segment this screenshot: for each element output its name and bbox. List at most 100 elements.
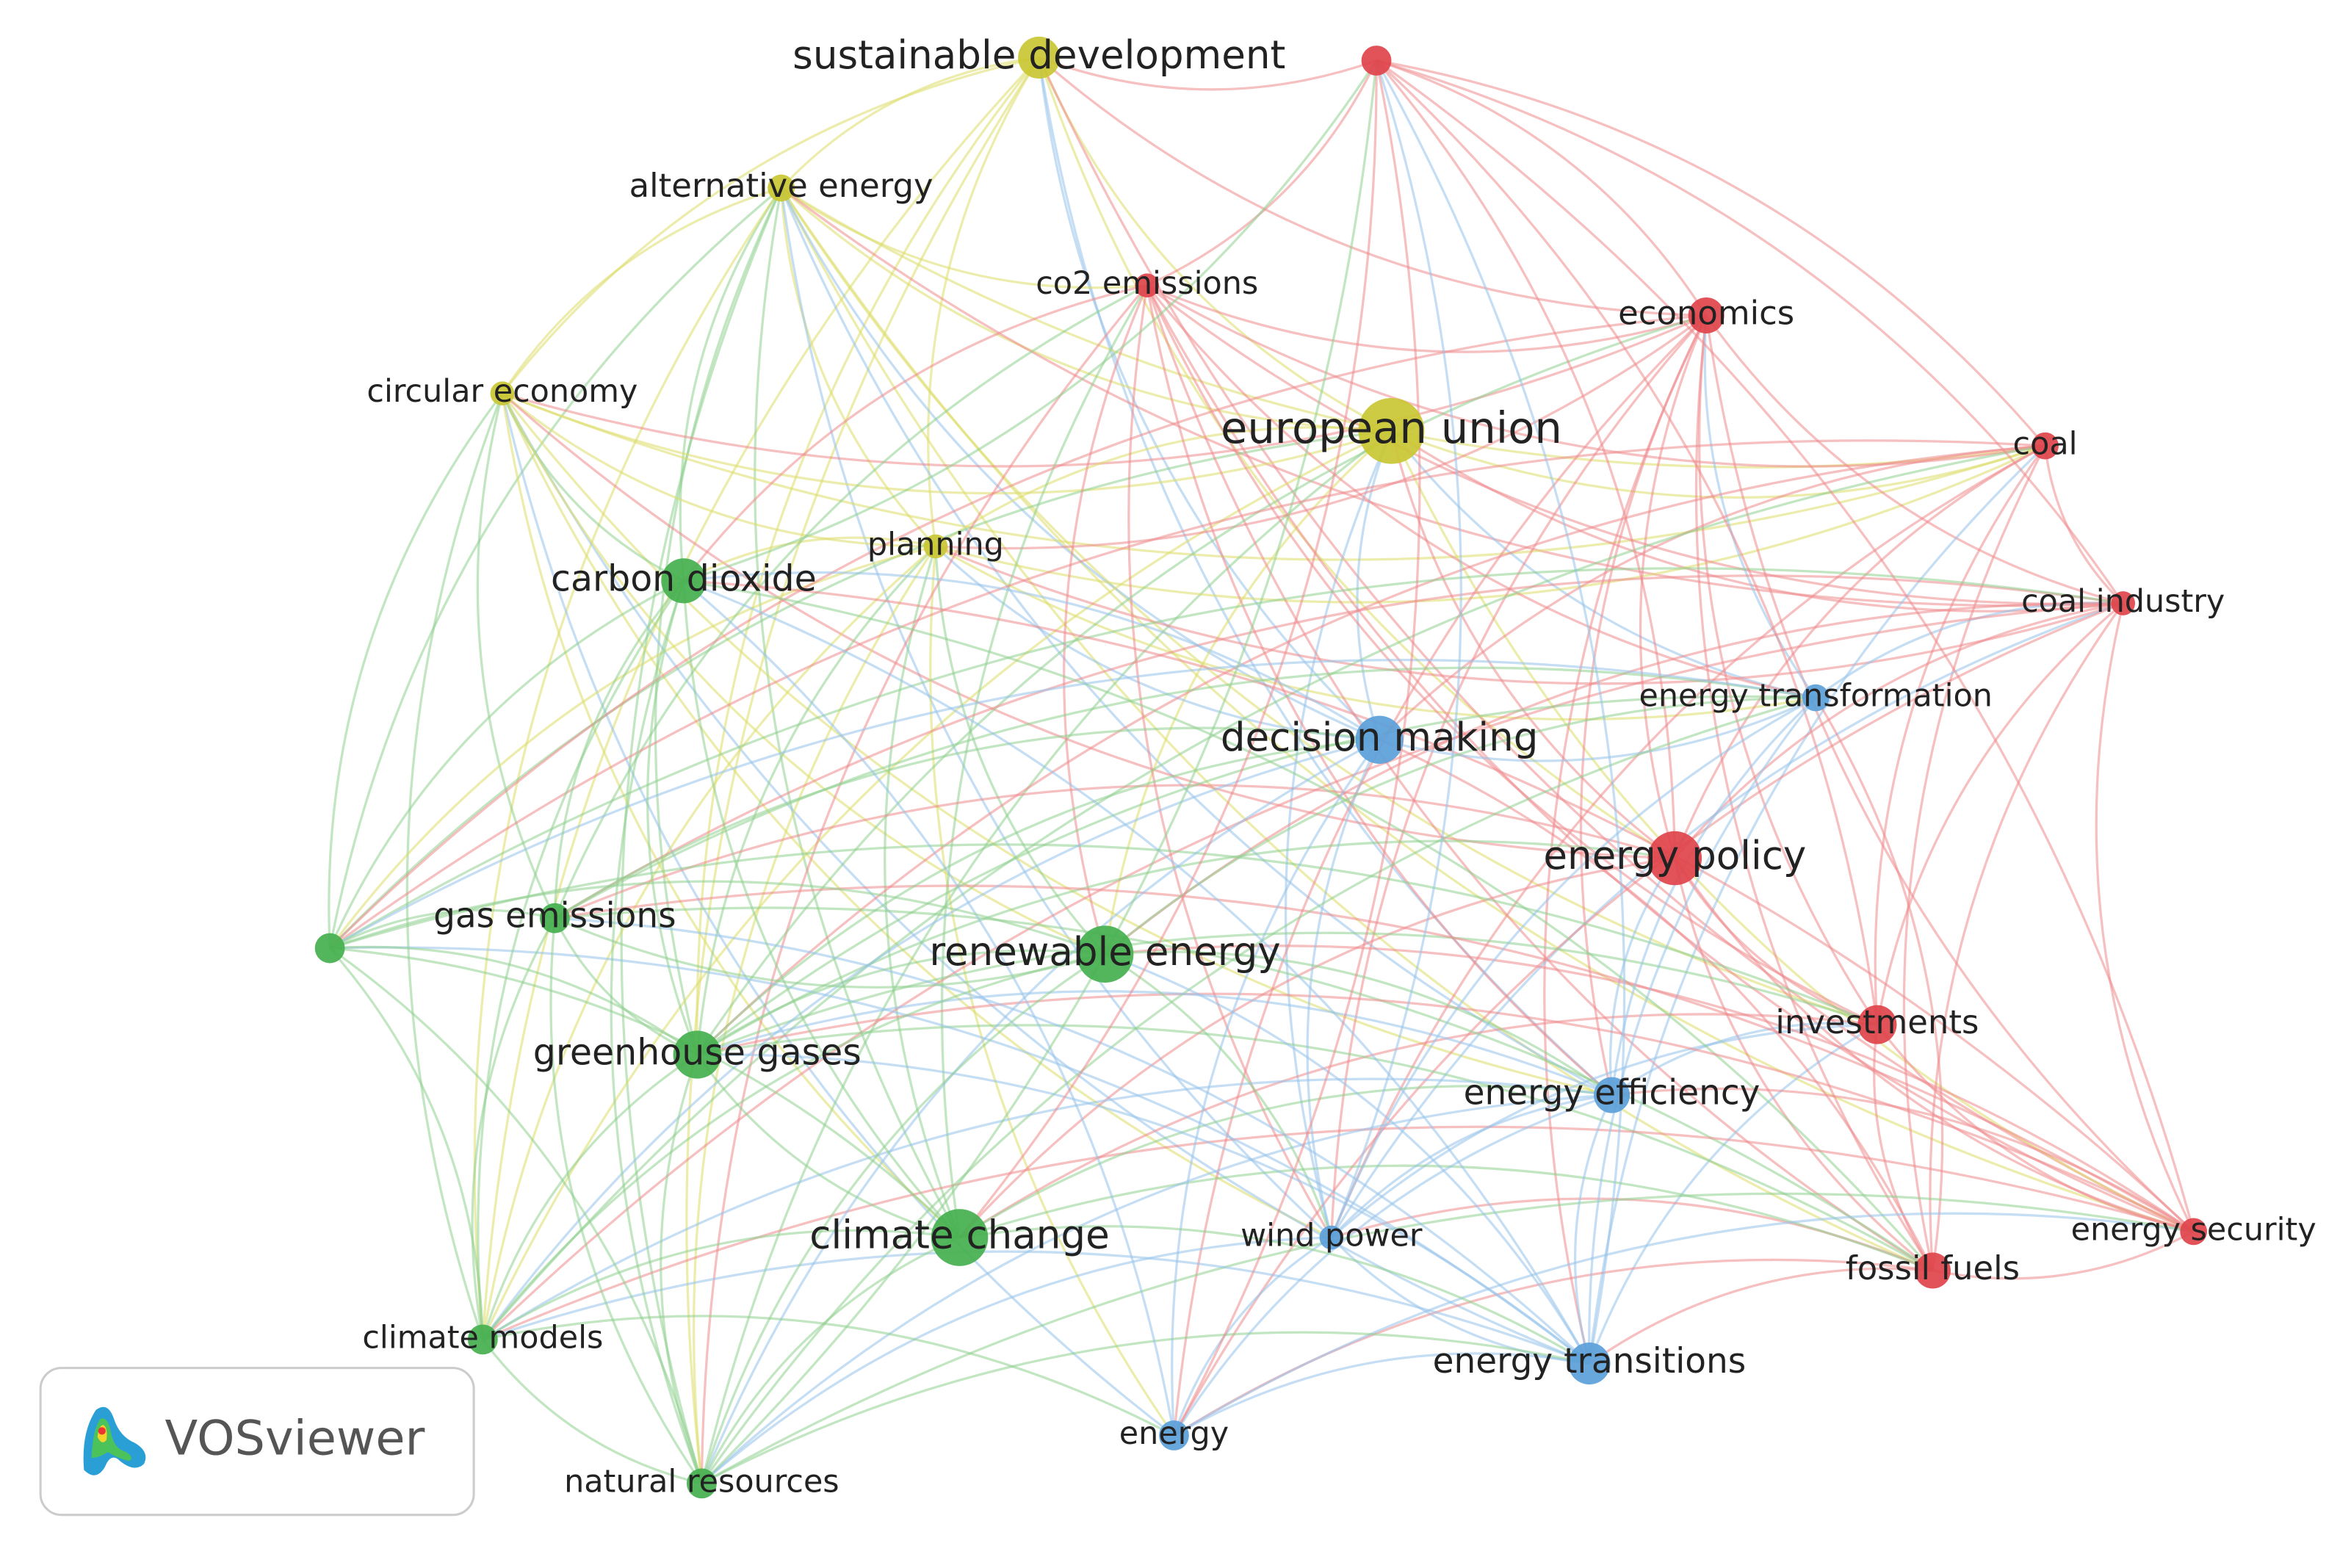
edge xyxy=(1390,430,2046,499)
edge xyxy=(701,1192,2194,1485)
edge xyxy=(646,580,698,1055)
node xyxy=(1647,831,1702,886)
node xyxy=(467,1324,498,1355)
node xyxy=(539,903,570,933)
node-label: co2 emissions xyxy=(1036,265,1258,302)
edge xyxy=(1330,696,1816,1238)
edge xyxy=(701,1094,1612,1485)
edge xyxy=(696,695,1816,1056)
edge xyxy=(1705,315,2195,1233)
node xyxy=(1076,925,1134,983)
edge xyxy=(473,187,782,1340)
logo-icon xyxy=(83,1406,146,1475)
logo-text: VOSviewer xyxy=(165,1411,425,1467)
node xyxy=(1159,1420,1189,1450)
edge xyxy=(501,392,1106,955)
edge xyxy=(481,1053,698,1340)
edge xyxy=(1103,430,1393,955)
node-label: investments xyxy=(1775,1002,1979,1041)
edge xyxy=(482,953,1105,1340)
node xyxy=(2180,1218,2208,1246)
edge xyxy=(700,738,1380,1484)
edge xyxy=(934,426,1392,548)
edge xyxy=(1146,284,1707,353)
edge xyxy=(1376,59,2195,1232)
edge xyxy=(780,187,1392,433)
edge xyxy=(696,990,1613,1096)
edge xyxy=(682,579,1176,1436)
edge xyxy=(696,57,1041,1055)
node-label: climate models xyxy=(362,1319,603,1356)
edge xyxy=(329,880,1106,955)
edge xyxy=(1639,314,1708,859)
edge xyxy=(700,1236,961,1484)
node xyxy=(1568,1342,1611,1385)
edge xyxy=(1379,738,1934,1271)
edge xyxy=(483,1315,1175,1437)
edge xyxy=(1673,857,2195,1233)
edge xyxy=(328,579,685,949)
edge xyxy=(1146,284,2045,468)
edge xyxy=(683,571,1381,741)
edge xyxy=(329,567,2123,950)
edge xyxy=(501,393,961,1239)
edge xyxy=(1171,739,1381,1436)
edge xyxy=(2095,603,2195,1232)
edge xyxy=(1104,953,1333,1238)
edge xyxy=(1173,60,1421,1437)
edge xyxy=(1127,285,1333,1238)
edge xyxy=(405,393,504,1340)
edge xyxy=(1589,1267,1933,1365)
edge xyxy=(940,284,1149,1238)
edge xyxy=(1356,430,1393,740)
edge xyxy=(1173,1094,1613,1437)
edge xyxy=(779,187,1332,1239)
edge xyxy=(696,931,1878,1056)
edge xyxy=(1104,953,1591,1365)
node-label: energy policy xyxy=(1543,833,1806,878)
edge xyxy=(1588,1023,1878,1365)
edge xyxy=(1814,697,1944,1271)
edge xyxy=(701,60,1378,1484)
edge xyxy=(884,546,961,1238)
edge xyxy=(549,918,703,1484)
logo: VOSviewer xyxy=(39,1367,475,1517)
edge xyxy=(476,393,556,919)
edge xyxy=(1874,445,2046,1025)
node xyxy=(1135,273,1160,298)
edge xyxy=(696,839,1675,1056)
edge xyxy=(700,430,1393,1484)
edge xyxy=(1376,59,2125,604)
node-label: greenhouse gases xyxy=(533,1031,862,1073)
edge xyxy=(1929,602,2125,1271)
edge xyxy=(1330,60,1462,1238)
node xyxy=(1319,1225,1344,1250)
edge xyxy=(780,187,2195,1233)
edge xyxy=(328,545,936,950)
edge xyxy=(683,59,1378,582)
edge xyxy=(701,1331,1590,1485)
edge xyxy=(1146,59,1378,287)
edge xyxy=(780,187,1613,1096)
edge xyxy=(554,574,2123,920)
edge xyxy=(696,992,2195,1233)
node xyxy=(1914,1252,1951,1289)
edge xyxy=(696,1054,960,1239)
edge xyxy=(329,908,555,950)
edge xyxy=(1902,445,2046,1271)
edge xyxy=(1376,59,1708,317)
edge xyxy=(683,579,2195,1233)
node-label: european union xyxy=(1221,402,1562,453)
edge xyxy=(1375,59,1879,1025)
edge xyxy=(1173,601,2124,1437)
edge xyxy=(682,580,961,1239)
node-label: coal industry xyxy=(2021,583,2225,620)
edge xyxy=(482,1125,2195,1341)
edge xyxy=(958,856,1675,1239)
labels: sustainable development alternative energ… xyxy=(362,32,2316,1500)
nodes xyxy=(314,36,2208,1499)
edge xyxy=(682,284,1148,582)
node-label: energy transformation xyxy=(1639,678,1992,715)
edge xyxy=(328,187,782,949)
node xyxy=(2032,432,2059,460)
